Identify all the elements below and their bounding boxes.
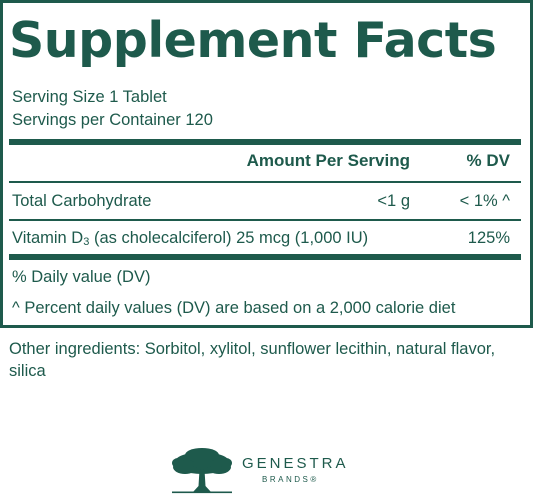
row-divider [9, 219, 521, 221]
brand-name: GENESTRA [242, 455, 349, 472]
supplement-facts-panel: Supplement Facts Serving Size 1 Tablet S… [0, 0, 533, 328]
thick-divider-top [9, 139, 521, 145]
servings-per-container: Servings per Container 120 [12, 111, 213, 129]
nutrient-name-vitamin-d3: Vitamin D3 (as cholecalciferol) 25 mcg (… [12, 228, 368, 252]
registered-mark: ® [310, 475, 319, 484]
footnote-daily-value: % Daily value (DV) [12, 268, 151, 286]
brand-sub-text: BRANDS [262, 475, 311, 484]
nutrient-dv-vitamin-d3: 125% [467, 229, 510, 247]
panel-title: Supplement Facts [9, 12, 497, 69]
row-divider [9, 181, 521, 183]
brand-subtitle: BRANDS® [262, 475, 319, 485]
thick-divider-bottom [9, 254, 521, 260]
nutrient-dv-carbohydrate: < 1% ^ [459, 192, 510, 210]
genestra-logo: GENESTRA BRANDS® [170, 446, 370, 496]
nutrient-name-carbohydrate: Total Carbohydrate [12, 192, 152, 210]
header-amount-per-serving: Amount Per Serving [246, 151, 410, 170]
serving-size: Serving Size 1 Tablet [12, 88, 167, 106]
vitamin-d-suffix: (as cholecalciferol) 25 mcg (1,000 IU) [89, 229, 369, 247]
nutrient-amount-carbohydrate: <1 g [377, 192, 410, 210]
other-ingredients: Other ingredients: Sorbitol, xylitol, su… [9, 340, 496, 380]
header-daily-value: % DV [466, 151, 510, 170]
tree-icon [172, 448, 232, 494]
vitamin-d-subscript: 3 [83, 236, 90, 248]
footnote-calorie-diet: ^ Percent daily values (DV) are based on… [12, 299, 456, 317]
vitamin-d-prefix: Vitamin D [12, 229, 84, 247]
